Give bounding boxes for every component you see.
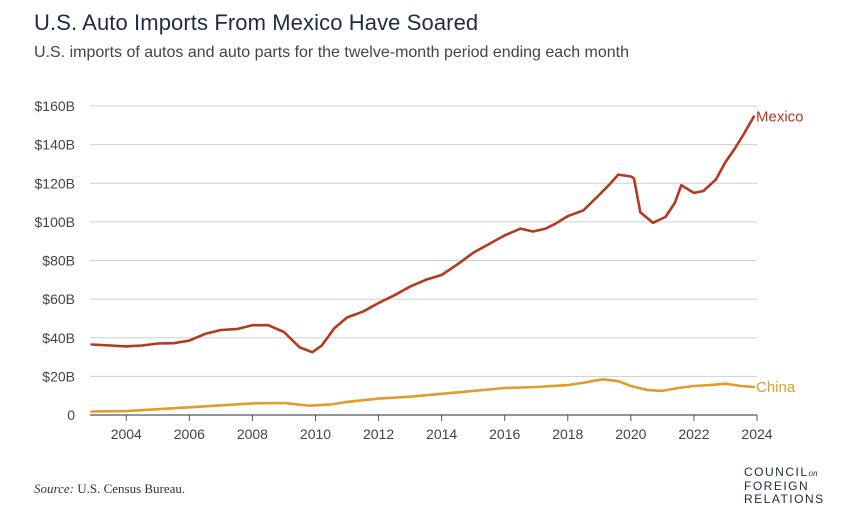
y-tick-label: $60B bbox=[42, 291, 75, 307]
y-tick-label: $100B bbox=[35, 214, 75, 230]
series-lines bbox=[90, 115, 756, 413]
cfr-logo: COUNCILon FOREIGN RELATIONS bbox=[744, 466, 834, 506]
source-note: Source: U.S. Census Bureau. bbox=[34, 481, 185, 497]
logo-line-foreign: FOREIGN bbox=[744, 479, 810, 493]
logo-on: on bbox=[808, 468, 818, 478]
y-tick-label: $140B bbox=[35, 137, 75, 153]
x-tick-label: 2016 bbox=[489, 426, 520, 442]
series-line-china bbox=[90, 378, 756, 413]
x-tick-label: 2024 bbox=[741, 426, 772, 442]
gridlines bbox=[90, 105, 757, 416]
x-tick-label: 2020 bbox=[615, 426, 646, 442]
series-label-mexico: Mexico bbox=[756, 109, 804, 126]
y-tick-label: $120B bbox=[35, 175, 75, 191]
source-text: U.S. Census Bureau. bbox=[77, 481, 186, 496]
line-chart: 0 $20B $40B $60B $80B $100B $120B $140B $160B 20… bbox=[35, 98, 804, 442]
y-tick-label: $20B bbox=[42, 368, 75, 384]
y-tick-label: $160B bbox=[35, 98, 75, 114]
logo-line-relations: RELATIONS bbox=[744, 492, 825, 506]
y-axis-ticks: 0 $20B $40B $60B $80B $100B $120B $140B $160B bbox=[35, 98, 76, 423]
source-label: Source: bbox=[34, 481, 74, 496]
chart-title: U.S. Auto Imports From Mexico Have Soare… bbox=[34, 10, 479, 35]
x-tick-label: 2010 bbox=[300, 426, 331, 442]
x-tick-label: 2008 bbox=[237, 426, 268, 442]
x-tick-label: 2012 bbox=[363, 426, 394, 442]
series-label-china: China bbox=[756, 379, 796, 396]
chart-subtitle: U.S. imports of autos and auto parts for… bbox=[34, 44, 629, 61]
series-line-mexico bbox=[90, 115, 756, 354]
logo-line-council: COUNCILon bbox=[744, 465, 818, 479]
x-tick-label: 2022 bbox=[678, 426, 709, 442]
x-axis-ticks: 2004 2006 2008 2010 2012 2014 2016 2018 2020 2022… bbox=[111, 415, 773, 442]
y-tick-label: 0 bbox=[67, 407, 75, 423]
series-labels: Mexico China bbox=[756, 109, 804, 396]
x-tick-label: 2018 bbox=[552, 426, 583, 442]
y-tick-label: $40B bbox=[42, 330, 75, 346]
x-tick-label: 2014 bbox=[426, 426, 457, 442]
x-tick-label: 2006 bbox=[174, 426, 205, 442]
x-tick-label: 2004 bbox=[111, 426, 142, 442]
y-tick-label: $80B bbox=[42, 253, 75, 269]
